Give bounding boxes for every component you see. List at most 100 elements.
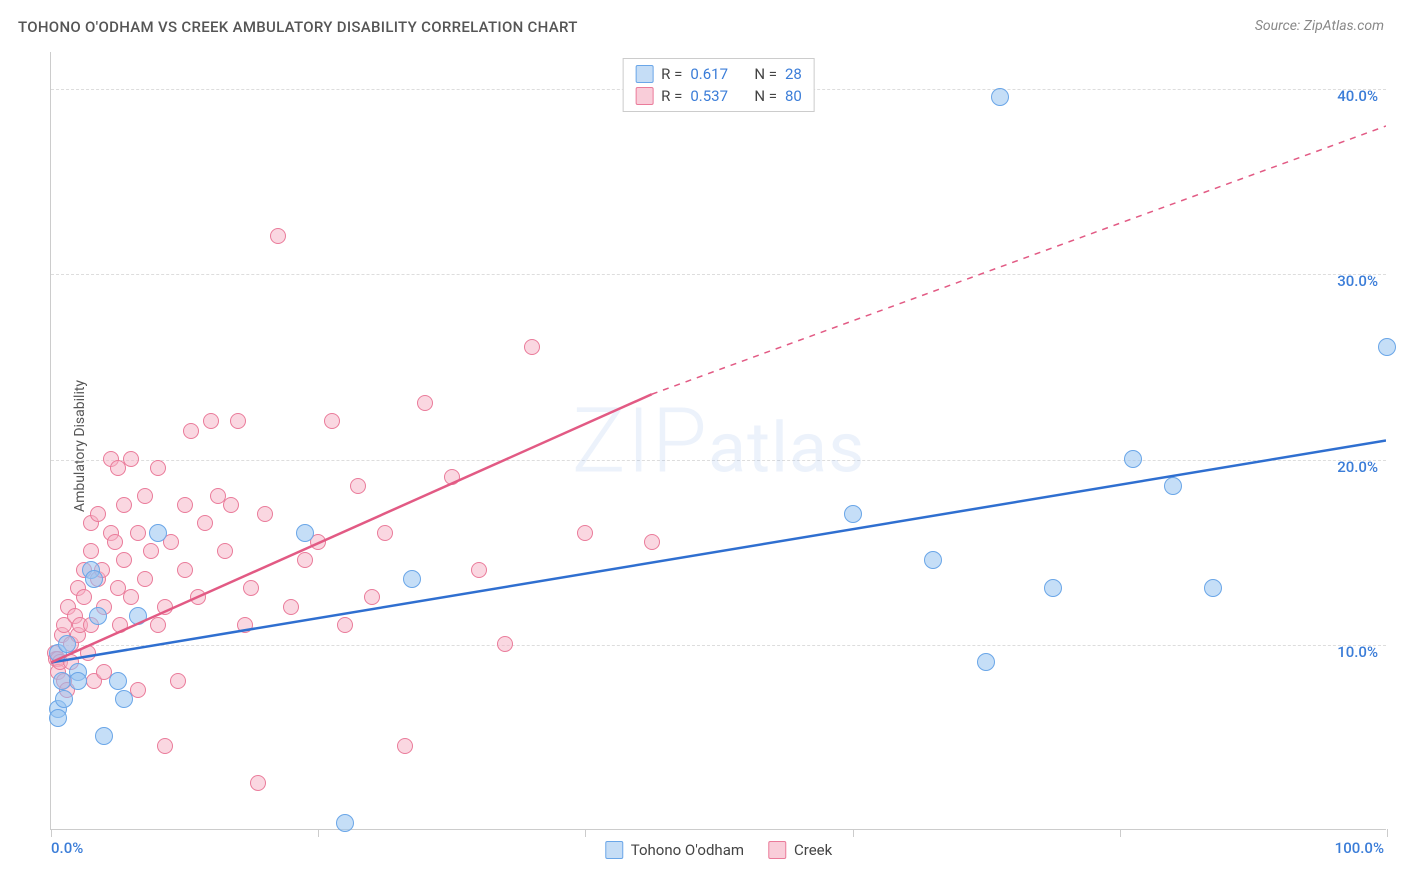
- data-point-creek: [337, 617, 353, 633]
- data-point-creek: [197, 515, 213, 531]
- x-tick: [585, 829, 586, 837]
- gridline: [51, 645, 1386, 646]
- trend-lines: [51, 52, 1386, 829]
- data-point-creek: [297, 552, 313, 568]
- data-point-creek: [243, 580, 259, 596]
- n-label: N =: [754, 65, 777, 83]
- stats-legend-row: R = 0.537 N = 80: [635, 85, 802, 107]
- data-point-tohono: [58, 635, 76, 653]
- y-tick-label: 30.0%: [1337, 272, 1378, 290]
- data-point-tohono: [403, 570, 421, 588]
- r-value: 0.537: [690, 87, 740, 105]
- data-point-creek: [250, 775, 266, 791]
- watermark: ZIPatlas: [572, 388, 866, 493]
- gridline: [51, 274, 1386, 275]
- y-tick-label: 40.0%: [1337, 87, 1378, 105]
- data-point-creek: [83, 543, 99, 559]
- plot-area: ZIPatlas R =0.617N =28R =0.537N =80 Toho…: [50, 52, 1386, 830]
- x-tick: [51, 829, 52, 837]
- x-tick-label: 0.0%: [51, 839, 83, 857]
- data-point-creek: [397, 738, 413, 754]
- r-label: R =: [661, 65, 682, 83]
- data-point-tohono: [1378, 338, 1396, 356]
- data-point-tohono: [924, 551, 942, 569]
- data-point-creek: [137, 571, 153, 587]
- data-point-tohono: [977, 653, 995, 671]
- data-point-tohono: [115, 690, 133, 708]
- data-point-creek: [150, 617, 166, 633]
- chart-title: TOHONO O'ODHAM VS CREEK AMBULATORY DISAB…: [18, 18, 578, 36]
- x-tick: [853, 829, 854, 837]
- data-point-tohono: [296, 524, 314, 542]
- data-point-creek: [76, 589, 92, 605]
- data-point-creek: [177, 497, 193, 513]
- r-label: R =: [661, 87, 682, 105]
- data-point-creek: [116, 497, 132, 513]
- data-point-creek: [80, 645, 96, 661]
- data-point-creek: [237, 617, 253, 633]
- n-label: N =: [754, 87, 777, 105]
- x-tick-label: 100.0%: [1335, 839, 1384, 857]
- data-point-tohono: [49, 709, 67, 727]
- data-point-creek: [137, 488, 153, 504]
- x-tick: [1387, 829, 1388, 837]
- data-point-tohono: [89, 607, 107, 625]
- data-point-creek: [190, 589, 206, 605]
- stats-legend-row: R = 0.617 N = 28: [635, 63, 802, 85]
- data-point-tohono: [1204, 579, 1222, 597]
- data-point-creek: [177, 562, 193, 578]
- data-point-tohono: [129, 607, 147, 625]
- y-tick-label: 10.0%: [1337, 643, 1378, 661]
- data-point-creek: [417, 395, 433, 411]
- data-point-creek: [130, 525, 146, 541]
- legend-swatch: [768, 841, 786, 859]
- data-point-creek: [90, 506, 106, 522]
- data-point-creek: [324, 413, 340, 429]
- data-point-tohono: [1124, 450, 1142, 468]
- data-point-creek: [471, 562, 487, 578]
- source-attribution: Source: ZipAtlas.com: [1255, 18, 1384, 34]
- data-point-creek: [157, 599, 173, 615]
- series-legend-label: Creek: [794, 841, 832, 859]
- data-point-creek: [143, 543, 159, 559]
- data-point-creek: [217, 543, 233, 559]
- n-value: 80: [785, 87, 802, 105]
- r-value: 0.617: [690, 65, 740, 83]
- gridline: [51, 460, 1386, 461]
- data-point-creek: [444, 469, 460, 485]
- data-point-creek: [183, 423, 199, 439]
- data-point-creek: [123, 451, 139, 467]
- n-value: 28: [785, 65, 802, 83]
- legend-swatch: [635, 87, 653, 105]
- data-point-creek: [150, 460, 166, 476]
- data-point-creek: [230, 413, 246, 429]
- data-point-creek: [350, 478, 366, 494]
- data-point-creek: [283, 599, 299, 615]
- data-point-creek: [170, 673, 186, 689]
- data-point-creek: [270, 228, 286, 244]
- chart-container: TOHONO O'ODHAM VS CREEK AMBULATORY DISAB…: [0, 0, 1406, 892]
- data-point-tohono: [69, 672, 87, 690]
- series-legend: Tohono O'odham Creek: [605, 841, 832, 859]
- data-point-tohono: [1164, 477, 1182, 495]
- data-point-tohono: [844, 505, 862, 523]
- data-point-tohono: [991, 88, 1009, 106]
- data-point-tohono: [55, 690, 73, 708]
- data-point-tohono: [85, 570, 103, 588]
- data-point-creek: [644, 534, 660, 550]
- legend-swatch: [605, 841, 623, 859]
- stats-legend: R = 0.617 N = 28 R = 0.537 N = 80: [622, 58, 815, 112]
- data-point-creek: [116, 552, 132, 568]
- data-point-tohono: [1044, 579, 1062, 597]
- trend-line: [652, 126, 1386, 394]
- data-point-creek: [497, 636, 513, 652]
- x-tick: [1120, 829, 1121, 837]
- series-legend-item: Creek: [768, 841, 832, 859]
- data-point-creek: [107, 534, 123, 550]
- data-point-creek: [257, 506, 273, 522]
- data-point-creek: [157, 738, 173, 754]
- y-tick-label: 20.0%: [1337, 458, 1378, 476]
- data-point-creek: [524, 339, 540, 355]
- series-legend-item: Tohono O'odham: [605, 841, 744, 859]
- data-point-tohono: [95, 727, 113, 745]
